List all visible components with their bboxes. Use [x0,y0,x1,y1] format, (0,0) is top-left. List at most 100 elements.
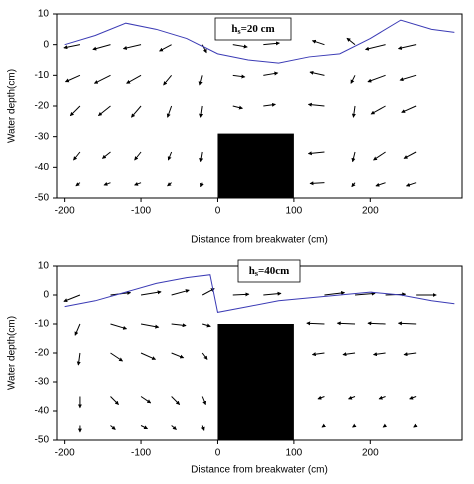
y-tick-label: -10 [35,319,50,330]
free-surface [64,19,455,64]
velocity-vector [309,70,325,76]
velocity-vector [347,395,356,400]
annotation-text: =40cm [258,265,289,277]
annotation-box [214,17,292,41]
velocity-vector [92,44,111,51]
y-tick-label: 0 [43,290,49,301]
velocity-vector [336,321,356,326]
velocity-vector [73,151,81,161]
velocity-vector [93,74,111,84]
annotation: hs=20 cm [231,23,274,36]
y-tick-label: -40 [35,162,50,173]
velocity-vector [375,182,386,187]
velocity-vector [324,291,346,296]
velocity-vector [131,105,142,118]
velocity-vector [201,352,208,360]
chart: 100-10-20-30-40-50-200 -100 0 100 200Distanc… [7,259,463,476]
velocity-vector [167,182,172,187]
annotation-text: =20 cm [241,23,275,35]
velocity-vector [397,321,417,326]
velocity-vector [351,151,356,163]
x-tick-label: 0 [215,206,221,217]
velocity-vector [263,102,276,107]
breakwater [217,133,294,198]
x-tick-label: 0 [215,448,221,459]
annotation-base: h [249,265,255,277]
x-tick-label: 200 [362,448,379,459]
velocity-vector [171,289,190,296]
velocity-vector [367,321,386,326]
x-axis-label: Distance from breakwater (cm) [191,235,328,246]
velocity-vector [232,44,248,49]
velocity-vector [134,182,142,186]
x-tick-label: 100 [286,448,303,459]
velocity-vector [101,151,111,159]
velocity-vector [140,396,152,404]
velocity-vector [76,352,81,366]
velocity-vector [69,105,81,117]
velocity-vector [232,292,250,297]
x-axis-label: Distance from breakwater (cm) [191,465,328,476]
velocity-vector [370,105,386,115]
chart: 100-10-20-30-40-50-200 -100 0 100 200Distanc… [7,9,463,246]
velocity-vector [201,396,207,406]
velocity-vector [201,288,215,296]
velocity-vector [110,352,124,362]
velocity-vector [110,323,128,330]
velocity-vector [201,44,207,54]
velocity-vector [199,151,204,163]
velocity-vector [378,395,386,400]
x-tick-label: 100 [286,206,303,217]
velocity-vector [171,323,187,328]
velocity-vector [75,182,81,187]
velocity-vector [140,425,149,430]
velocity-vector [352,423,357,428]
free-surface [64,274,455,313]
velocity-vector [382,423,388,428]
velocity-vector [403,151,417,159]
velocity-vector [342,352,356,357]
velocity-vector [263,41,280,46]
velocity-vector [372,352,386,357]
annotation-sub: s [255,269,258,278]
velocity-vector [307,102,325,107]
annotation-base: h [231,23,237,35]
velocity-vector [171,425,177,430]
velocity-vector [171,396,181,405]
velocity-vector [134,151,142,161]
velocity-vector [307,151,325,156]
velocity-vector [403,352,417,357]
velocity-vector [199,105,204,118]
y-tick-label: -30 [35,131,50,142]
y-tick-label: -20 [35,348,50,359]
y-tick-label: -30 [35,377,50,388]
velocity-vector [140,290,162,296]
y-tick-label: 0 [43,39,49,50]
velocity-vector [166,105,173,118]
velocity-vector [97,105,111,117]
velocity-vector [103,182,111,186]
velocity-vector [232,74,246,79]
breakwater [217,324,294,440]
velocity-vector [346,37,356,46]
y-tick-label: -20 [35,101,50,112]
velocity-vector [63,44,81,50]
velocity-vector [309,181,325,186]
velocity-vector [202,323,211,328]
velocity-vector [140,352,157,360]
velocity-vector [413,423,418,428]
y-tick-label: -50 [35,193,50,204]
y-tick-label: 10 [38,261,50,272]
velocity-vector [198,75,203,86]
x-tick-label: 200 [362,206,379,217]
velocity-vector [373,151,386,161]
velocity-vector [122,44,142,50]
velocity-vector [350,75,356,84]
velocity-vector [311,39,325,46]
velocity-vector [64,74,81,83]
annotation-box [237,259,301,283]
velocity-vector [159,44,172,52]
velocity-vector [351,105,356,118]
y-tick-label: 10 [38,9,50,20]
